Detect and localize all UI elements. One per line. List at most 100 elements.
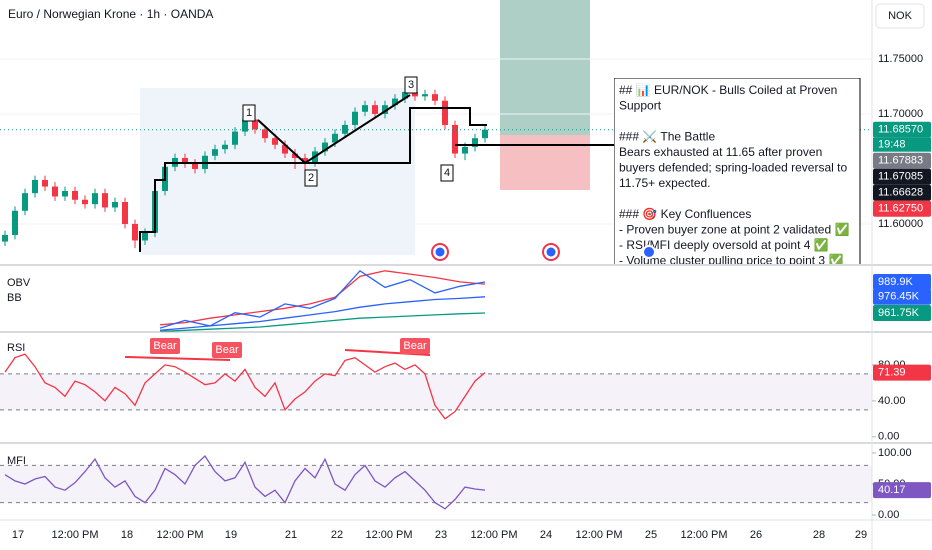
candle-body [42,179,48,187]
candle-body [52,186,58,197]
panel-title: RSI [7,342,25,354]
candle-body [82,199,88,205]
series-line [159,269,486,329]
candle-body [32,179,38,194]
candle-body [222,144,228,150]
band-fill [0,465,872,503]
panel-title: MFI [7,455,26,467]
series-line [159,270,486,326]
value-tag: 71.39 [878,367,906,379]
point-label: 2 [308,172,314,184]
candle-body [232,131,238,145]
candle-body [12,210,18,235]
y-tick-label: 40.00 [878,395,906,407]
note-line: - Volume cluster pulling price to point … [619,254,843,268]
value-tag: 961.75K [878,307,920,319]
price-label: 11.68570 [878,124,923,136]
price-label: 11.67085 [878,171,923,183]
value-tag-bg [873,288,931,305]
series-line [4,353,486,420]
candle-body [442,100,448,125]
y-tick-label: 11.75000 [878,53,923,65]
target-zone [500,0,590,135]
divergence-line [124,356,231,361]
candle-body [62,190,68,197]
x-tick-label: 12:00 PM [365,529,412,541]
value-tag: 40.17 [878,484,906,496]
x-tick-label: 17 [12,529,24,541]
annotation: Bear [403,340,427,352]
price-label-bg [873,168,931,185]
range-shade [140,88,415,255]
x-tick-label: 23 [435,529,447,541]
point-label: 3 [408,79,414,91]
panel-subtitle: BB [7,292,22,304]
band-fill [0,373,872,410]
value-tag-bg [873,273,931,290]
candle-body [212,149,218,156]
event-icon-dot [546,247,556,257]
annotation: Bear [215,344,239,356]
note-line: ### 🎯 Key Confluences [619,207,751,221]
candle-body [22,193,28,211]
note-box: ## 📊 EUR/NOK - Bulls Coiled at Proven Sup… [614,78,861,268]
value-tag-bg [873,482,931,499]
candle-body [112,201,118,208]
price-label: 11.66628 [878,187,923,199]
layers [0,58,872,510]
value-tag: 989.9K [878,276,914,288]
note-line: buyers defended; spring-loaded reversal … [619,161,847,175]
divergence-line [344,349,431,356]
candle-body [182,157,188,164]
candle-body [362,105,368,112]
price-label-bg [873,200,931,217]
candle-body [402,91,408,99]
countdown: 19:48 [878,139,906,151]
annotation-bg [212,342,242,358]
currency-button[interactable] [875,3,925,29]
candle-body [252,119,258,130]
x-tick-label: 19 [225,529,237,541]
candle-body [132,223,138,241]
candle-body [412,91,418,97]
chart-title: Euro / Norwegian Krone · 1h · OANDA [8,7,213,21]
x-tick-label: 29 [855,529,867,541]
event-icon-dot [435,247,445,257]
x-tick-label: 21 [285,529,297,541]
x-tick-label: 18 [121,529,133,541]
y-tick-label: 11.60000 [878,218,923,230]
point-label: 1 [246,107,252,119]
currency-button-label[interactable]: NOK [888,10,913,22]
y-tick-label: 11.70000 [878,108,923,120]
countdown-bg [873,137,931,152]
candle-body [432,94,438,101]
note-line: ### ⚔️ The Battle [619,130,715,144]
series-line [159,312,486,333]
x-tick-label: 12:00 PM [156,529,203,541]
price-label-bg [873,121,931,138]
value-tag-bg [873,304,931,321]
y-tick-label: 100.00 [878,447,912,459]
value-tag: 976.45K [878,291,920,303]
candle-body [422,94,428,97]
candle-body [2,234,8,242]
series-line [159,296,486,331]
candle-body [102,193,108,208]
note-line: Bears exhausted at 11.65 after proven [619,145,822,159]
candle-body [192,163,198,169]
price-label: 11.67883 [878,155,923,167]
candle-body [272,138,278,145]
note-frame [614,78,861,264]
x-tick-label: 25 [645,529,657,541]
x-tick-label: 22 [331,529,343,541]
event-icon[interactable] [642,245,656,259]
x-tick-label: 26 [750,529,762,541]
x-tick-label: 12:00 PM [680,529,727,541]
panel-title: OBV [7,277,31,289]
candle-body [462,146,468,154]
candle-body [302,157,308,163]
support-drawing [139,107,487,252]
candle-body [352,111,358,125]
x-tick-label: 28 [813,529,825,541]
